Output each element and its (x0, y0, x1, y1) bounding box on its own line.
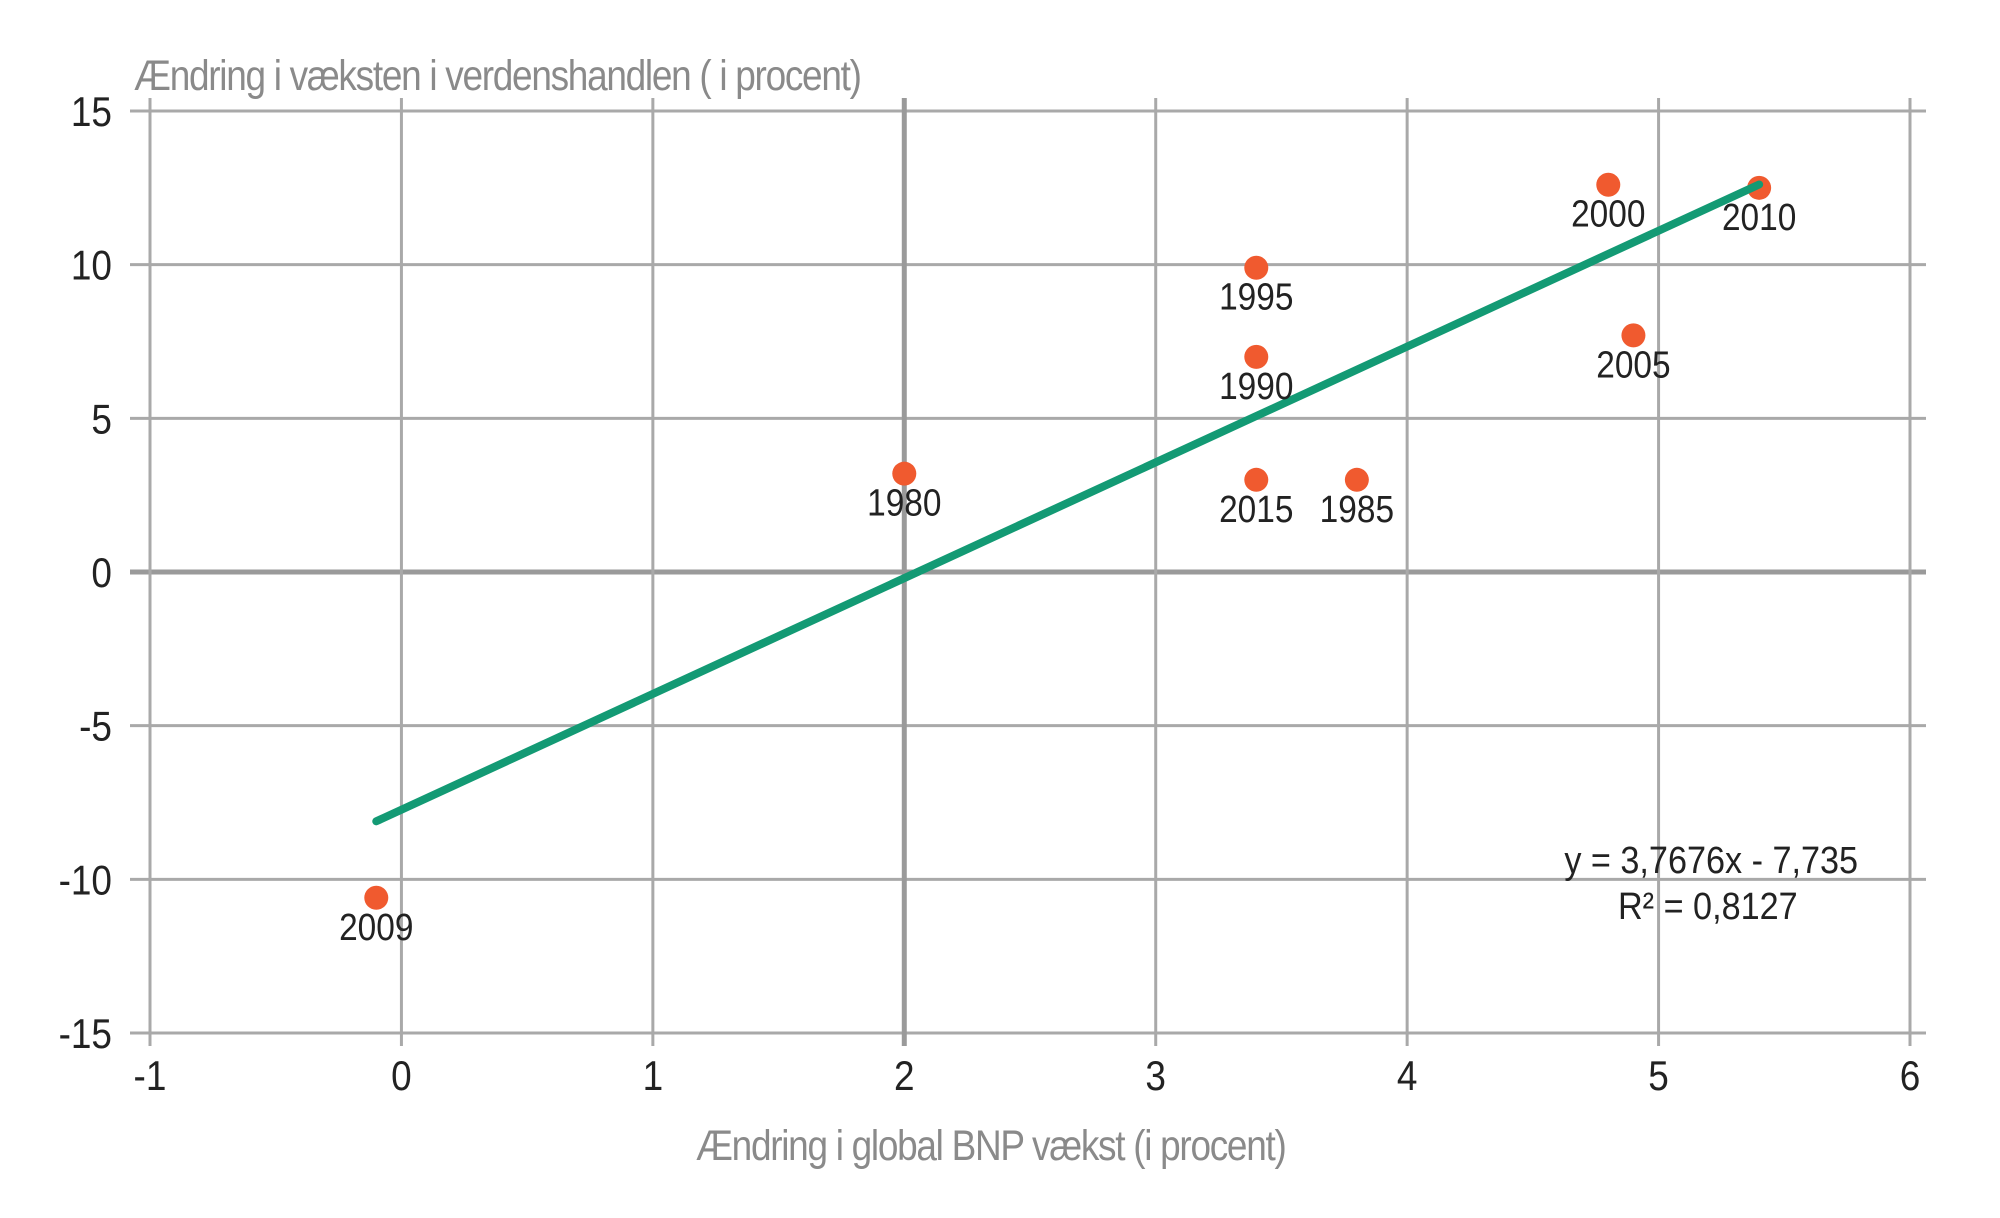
point-label-2000: 2000 (1571, 193, 1645, 235)
y-axis-title: Ændring i væksten i verdenshandlen ( i p… (134, 52, 862, 100)
r-squared-label: R² = 0,8127 (1618, 886, 1798, 928)
equation-label: y = 3,7676x - 7,735 (1564, 840, 1859, 882)
y-tick-label: 5 (91, 396, 112, 443)
point-label-1985: 1985 (1320, 488, 1394, 530)
data-point-1990 (1244, 344, 1269, 369)
y-axis-ticks: 15 10 5 0 -5 -10 -15 (59, 89, 112, 1058)
data-point-2000 (1596, 172, 1621, 197)
point-label-2009: 2009 (339, 906, 413, 948)
x-axis-ticks: -1 0 1 2 3 4 5 6 (134, 1053, 1921, 1100)
data-point-2009 (364, 885, 389, 910)
x-tick-label: 5 (1648, 1053, 1669, 1100)
point-label-1980: 1980 (867, 482, 941, 524)
data-point-2005 (1621, 323, 1646, 348)
data-point-1980 (892, 461, 917, 486)
point-label-2010: 2010 (1722, 196, 1796, 238)
grid-lines (130, 98, 1926, 1046)
y-tick-label: -15 (59, 1011, 112, 1058)
x-tick-label: 0 (391, 1053, 412, 1100)
trendline-equation: y = 3,7676x - 7,735 R² = 0,8127 (1548, 838, 1868, 930)
x-tick-label: 2 (894, 1053, 915, 1100)
y-tick-label: -10 (59, 857, 112, 904)
point-label-1995: 1995 (1219, 276, 1293, 318)
data-point-1985 (1344, 467, 1369, 492)
x-axis-title-text: Ændring i global BNP vækst (i procent) (696, 1122, 1287, 1170)
point-label-2005: 2005 (1596, 343, 1670, 385)
trendline (372, 180, 1764, 826)
x-tick-label: 1 (643, 1053, 664, 1100)
data-point-1995 (1244, 255, 1269, 280)
data-point-2015 (1244, 467, 1269, 492)
x-axis-title: Ændring i global BNP vækst (i procent) (0, 1122, 2000, 1171)
y-tick-label: 0 (91, 550, 112, 597)
x-tick-label: 4 (1397, 1053, 1418, 1100)
x-tick-label: -1 (134, 1053, 167, 1100)
point-label-2015: 2015 (1219, 488, 1293, 530)
y-tick-label: 15 (71, 89, 112, 136)
y-tick-label: 10 (71, 243, 112, 290)
point-label-1990: 1990 (1219, 365, 1293, 407)
x-tick-label: 3 (1145, 1053, 1166, 1100)
point-labels: 1980 1985 1990 1995 2000 2005 2009 2010 2015 (339, 193, 1796, 948)
data-points (364, 172, 1772, 910)
trendline-path (372, 180, 1764, 826)
y-tick-label: -5 (79, 704, 112, 751)
x-tick-label: 6 (1900, 1053, 1921, 1100)
